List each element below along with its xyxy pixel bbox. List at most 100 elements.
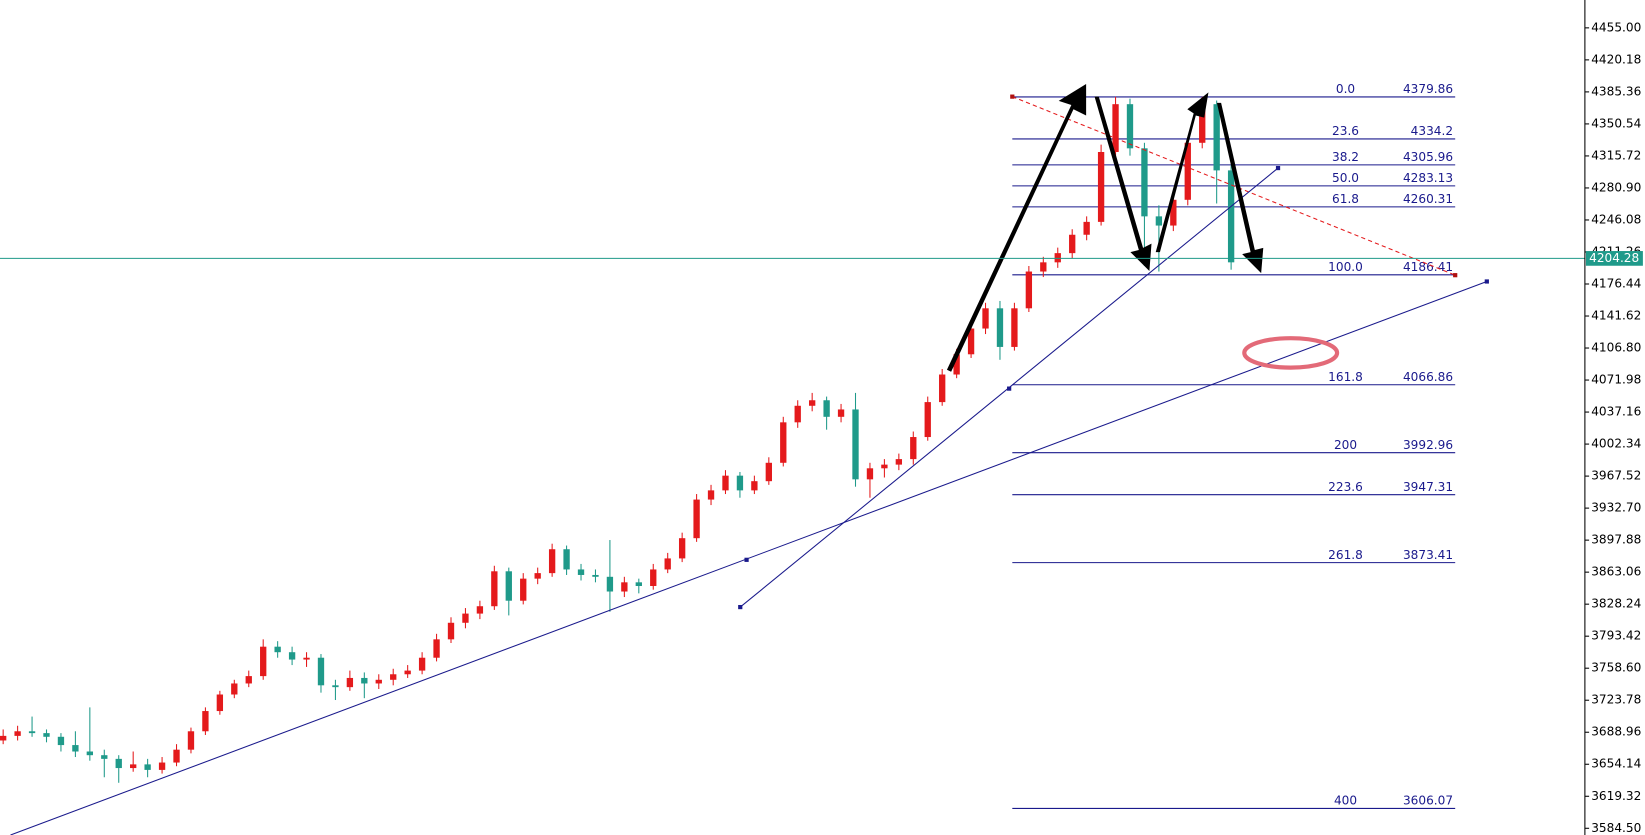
fib-price-label: 3606.07 [1403,794,1453,808]
handle [1010,94,1015,99]
candle-body [101,755,108,759]
candle-body [895,459,903,465]
fib-price-label: 4379.86 [1403,82,1453,96]
candle-body [1069,234,1076,254]
candle-body [520,578,527,601]
handle [738,604,743,610]
last-price-label: 4204.28 [1589,251,1639,265]
y-tick-label: 4141.62 [1591,309,1641,323]
fib-ratio-label: 50.0 [1332,171,1359,185]
handle [744,557,749,562]
arrow [946,84,1087,372]
candle-body [996,308,1004,347]
candle-body [1213,104,1220,171]
y-tick-label: 3932.70 [1591,501,1641,515]
candle-body [361,677,368,684]
y-tick-label: 4455.00 [1591,20,1641,34]
candle-body [14,731,21,736]
candle-body [1155,216,1163,226]
candle-body [606,576,614,592]
fib-price-label: 4283.13 [1403,171,1453,185]
fib-ratio-label: 200 [1334,438,1357,452]
candle-body [1083,221,1090,235]
candle-body [433,639,440,658]
handle [1484,279,1489,284]
y-tick-label: 3619.32 [1591,789,1641,803]
candle-body [202,711,209,732]
candle-body [115,758,122,769]
candle-body [0,735,7,741]
candle-body [72,745,79,752]
candle-body [317,657,325,686]
y-tick-label: 3897.88 [1591,533,1641,547]
y-tick-label: 4385.36 [1591,84,1641,98]
candle-body [967,328,975,355]
candle-body [57,736,65,746]
fib-ratio-label: 0.0 [1336,82,1355,96]
candle-body [1011,308,1018,347]
candle-body [953,354,960,375]
candle-body [1126,104,1134,149]
y-tick-label: 4420.18 [1591,52,1641,66]
fib-price-label: 4066.86 [1403,370,1453,384]
candle-body [158,762,166,770]
candle-body [375,679,382,684]
y-tick-label: 4071.98 [1591,373,1641,387]
candle-body [866,468,874,480]
handle [1007,386,1012,391]
candle-body [86,751,94,756]
candle-body [678,538,686,559]
y-tick-label: 3863.06 [1591,565,1641,579]
fib-price-label: 3873.41 [1403,548,1453,562]
candle-body [173,749,180,763]
y-tick-label: 4315.72 [1591,148,1641,162]
candle-body [144,764,151,770]
y-tick-label: 3758.60 [1591,661,1641,675]
candle-body [881,464,888,469]
arrow [1216,102,1264,274]
candle-body [780,422,787,463]
candle-body [187,731,195,750]
y-tick-label: 3688.96 [1591,725,1641,739]
fib-ratio-label: 100.0 [1328,260,1363,274]
candle-body [274,646,281,653]
y-tick-label: 3654.14 [1591,757,1641,771]
candle-body [982,308,989,329]
candle-body [563,549,570,570]
highlight-ellipse [1242,336,1340,370]
y-tick-label: 4002.34 [1591,437,1641,451]
candle-body [390,674,397,680]
y-tick-label: 4176.44 [1591,277,1641,291]
candle-body [288,652,296,660]
y-tick-label: 3584.50 [1591,821,1641,835]
fib-ratio-label: 61.8 [1332,192,1359,206]
candle-body [418,657,426,671]
handle [1453,273,1458,278]
candle-body [245,676,252,684]
candle-body [260,646,267,677]
candle-body [1097,151,1105,222]
candle-body [910,437,917,460]
candle-body [130,764,137,769]
arrow [1094,96,1152,271]
candle-body [1227,170,1235,263]
candle-body [476,606,484,614]
fib-price-label: 4334.2 [1411,124,1453,138]
candle-body [621,582,628,592]
candle-body [592,574,599,577]
candles [0,96,1235,783]
y-tick-label: 4280.90 [1591,180,1641,194]
y-tick-label: 3723.78 [1591,693,1641,707]
fib-ratio-label: 161.8 [1328,370,1363,384]
candle-body [852,409,859,480]
candle-body [924,402,931,438]
fib-price-label: 3992.96 [1403,438,1453,452]
fib-price-label: 4305.96 [1403,150,1453,164]
fib-ratio-label: 261.8 [1328,548,1363,562]
candle-body [736,475,744,491]
candle-body [462,613,469,623]
candle-body [577,569,585,575]
candle-body [1184,142,1191,200]
